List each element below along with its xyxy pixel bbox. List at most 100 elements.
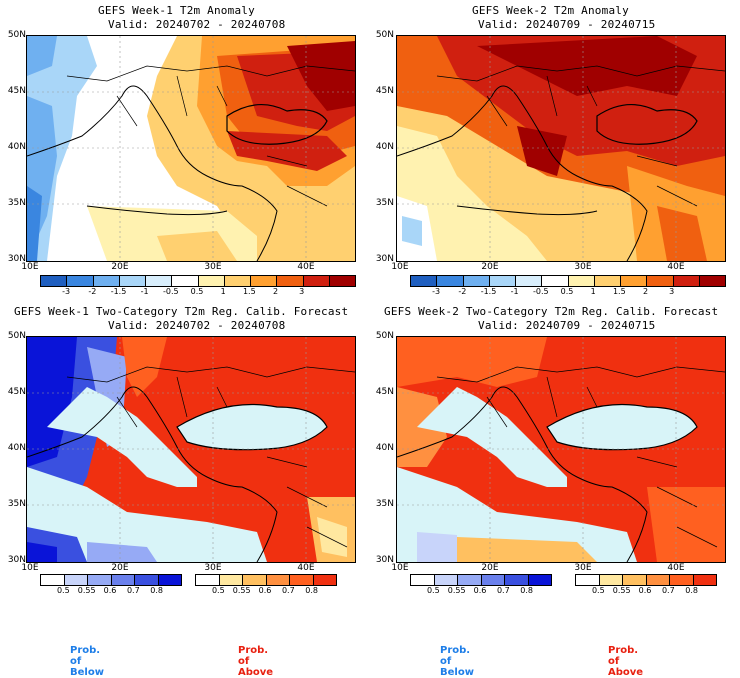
lon-label-20e: 20E	[481, 262, 499, 272]
lat-label-30n: 30N	[375, 254, 394, 264]
colorbar-tick-label: 0.5	[426, 586, 440, 595]
lon-label-30e: 30E	[204, 563, 222, 573]
colorbar-swatch	[64, 575, 88, 585]
map-week2-anomaly	[396, 35, 726, 262]
lon-label-10e: 10E	[391, 563, 409, 573]
anomaly-colorbar-2	[410, 275, 726, 287]
panel1-title: GEFS Week-1 T2m Anomaly	[98, 4, 255, 17]
lon-label-30e: 30E	[574, 262, 592, 272]
colorbar-tick-label: 0.8	[685, 586, 699, 595]
colorbar-tick-label: 0.7	[126, 586, 140, 595]
lon-label-40e: 40E	[667, 563, 685, 573]
colorbar-swatch	[93, 276, 120, 286]
colorbar-tick-label: -2	[458, 287, 467, 296]
colorbar-swatch	[219, 575, 243, 585]
colorbar-swatch	[224, 276, 251, 286]
above-colorbar-1	[195, 574, 337, 586]
lon-label-10e: 10E	[21, 563, 39, 573]
colorbar-tick-label: -3	[432, 287, 441, 296]
colorbar-swatch	[576, 575, 600, 585]
colorbar-swatch	[146, 276, 173, 286]
colorbar-swatch	[243, 575, 267, 585]
lat-label-45n: 45N	[7, 86, 26, 96]
colorbar-swatch	[303, 276, 330, 286]
colorbar-swatch	[463, 276, 490, 286]
colorbar-swatch	[196, 575, 220, 585]
colorbar-tick-label: 1.5	[612, 287, 626, 296]
lat-label-30n: 30N	[7, 254, 26, 264]
lat-label-50n: 50N	[7, 30, 26, 40]
colorbar-tick-label: 3	[669, 287, 675, 296]
map-week1-probability	[26, 336, 356, 563]
colorbar-swatch	[329, 276, 355, 286]
colorbar-tick-label: 0.8	[305, 586, 319, 595]
colorbar-swatch	[528, 575, 551, 585]
lon-label-10e: 10E	[21, 262, 39, 272]
colorbar-swatch	[67, 276, 94, 286]
colorbar-tick-label: 0.5	[56, 586, 70, 595]
colorbar-swatch	[88, 575, 112, 585]
map-week1-anomaly	[26, 35, 356, 262]
anomaly-colorbar-1	[40, 275, 356, 287]
colorbar-swatch	[489, 276, 516, 286]
colorbar-swatch	[111, 575, 135, 585]
colorbar-swatch	[251, 276, 278, 286]
colorbar-swatch	[647, 276, 674, 286]
panel3-title: GEFS Week-1 Two-Category T2m Reg. Calib.…	[14, 305, 349, 318]
lat-label-30n: 30N	[375, 555, 394, 565]
panel2-title: GEFS Week-2 T2m Anomaly	[472, 4, 629, 17]
lat-label-45n: 45N	[7, 387, 26, 397]
colorbar-swatch	[411, 276, 438, 286]
panel2-valid: Valid: 20240709 - 20240715	[478, 18, 656, 31]
colorbar-swatch	[646, 575, 670, 585]
colorbar-tick-label: 0.6	[473, 586, 487, 595]
lon-label-30e: 30E	[204, 262, 222, 272]
lat-label-30n: 30N	[7, 555, 26, 565]
colorbar-swatch	[693, 575, 716, 585]
lat-label-50n: 50N	[7, 331, 26, 341]
lon-label-20e: 20E	[481, 563, 499, 573]
colorbar-tick-label: 2	[272, 287, 279, 296]
colorbar-tick-label: 0.55	[612, 586, 631, 595]
panel4-title: GEFS Week-2 Two-Category T2m Reg. Calib.…	[384, 305, 719, 318]
lat-label-40n: 40N	[375, 443, 394, 453]
colorbar-tick-label: -0.5	[163, 287, 179, 296]
above-colorbar-2	[575, 574, 717, 586]
colorbar-swatch	[437, 276, 464, 286]
colorbar-swatch	[599, 575, 623, 585]
colorbar-tick-label: 0.7	[281, 586, 295, 595]
colorbar-swatch	[277, 276, 304, 286]
colorbar-tick-label: 0.6	[258, 586, 272, 595]
colorbar-tick-label: 0.7	[496, 586, 510, 595]
colorbar-tick-label: 1	[590, 287, 596, 296]
lat-label-35n: 35N	[375, 198, 394, 208]
colorbar-tick-label: 0.55	[232, 586, 251, 595]
lon-label-20e: 20E	[111, 563, 129, 573]
colorbar-swatch	[411, 575, 435, 585]
colorbar-tick-label: 0.6	[103, 586, 117, 595]
colorbar-swatch	[290, 575, 314, 585]
colorbar-tick-label: -1	[140, 287, 149, 296]
lat-label-35n: 35N	[7, 198, 26, 208]
below-colorbar-2	[410, 574, 552, 586]
colorbar-tick-label: 1.5	[242, 287, 256, 296]
lat-label-35n: 35N	[375, 499, 394, 509]
below-colorbar-1	[40, 574, 182, 586]
panel1-valid: Valid: 20240702 - 20240708	[108, 18, 286, 31]
map-week2-probability	[396, 336, 726, 563]
colorbar-tick-label: -3	[62, 287, 71, 296]
lon-label-20e: 20E	[111, 262, 129, 272]
colorbar-tick-label: 1	[220, 287, 226, 296]
colorbar-swatch	[198, 276, 225, 286]
colorbar-swatch	[41, 276, 68, 286]
lon-label-40e: 40E	[297, 262, 315, 272]
colorbar-swatch	[172, 276, 199, 286]
colorbar-swatch	[670, 575, 694, 585]
lon-label-10e: 10E	[391, 262, 409, 272]
lat-label-45n: 45N	[375, 387, 394, 397]
colorbar-swatch	[505, 575, 529, 585]
colorbar-tick-label: -2	[88, 287, 97, 296]
panel4-valid: Valid: 20240709 - 20240715	[478, 319, 656, 332]
colorbar-swatch	[434, 575, 458, 585]
lat-label-50n: 50N	[375, 30, 394, 40]
